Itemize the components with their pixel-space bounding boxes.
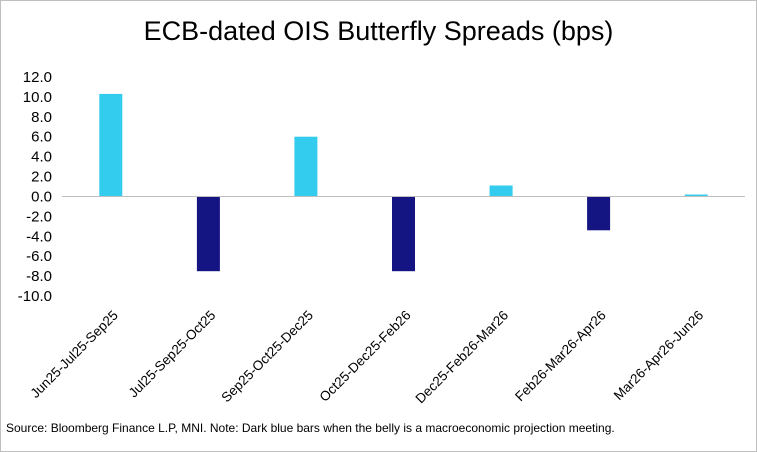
- bar: [392, 196, 415, 272]
- x-tick-label: Jul25-Sep25-Oct25: [126, 308, 219, 401]
- y-tick-label: -2.0: [26, 208, 52, 225]
- y-tick-label: -4.0: [26, 228, 52, 245]
- x-tick-label: Sep25-Oct25-Dec25: [218, 308, 316, 406]
- x-tick-label: Oct25-Dec25-Feb26: [317, 308, 414, 405]
- y-tick-label: 2.0: [31, 169, 52, 186]
- y-tick-label: 4.0: [31, 149, 52, 166]
- y-tick-label: 12.0: [23, 69, 52, 86]
- x-tick-label: Jun25-Jul25-Sep25: [28, 308, 121, 401]
- bar: [684, 194, 708, 197]
- y-tick-label: 6.0: [31, 129, 52, 146]
- x-tick-label: Dec25-Feb26-Mar26: [413, 308, 512, 407]
- y-tick-label: -8.0: [26, 268, 52, 285]
- chart-title: ECB-dated OIS Butterfly Spreads (bps): [143, 16, 614, 46]
- bar: [99, 93, 123, 197]
- bar: [294, 136, 318, 197]
- x-tick-label: Feb26-Mar26-Apr26: [512, 308, 609, 405]
- bar: [196, 196, 220, 272]
- bar: [489, 185, 513, 197]
- x-tick-label: Mar26-Apr26-Jun26: [611, 308, 707, 404]
- y-tick-label: 10.0: [23, 89, 52, 106]
- source-note: Source: Bloomberg Finance L.P, MNI. Note…: [6, 421, 615, 435]
- y-tick-label: -6.0: [26, 248, 52, 265]
- y-tick-label: 8.0: [31, 109, 52, 126]
- bar: [587, 196, 611, 231]
- y-tick-label: 0.0: [31, 188, 52, 205]
- y-tick-label: -10.0: [18, 288, 52, 305]
